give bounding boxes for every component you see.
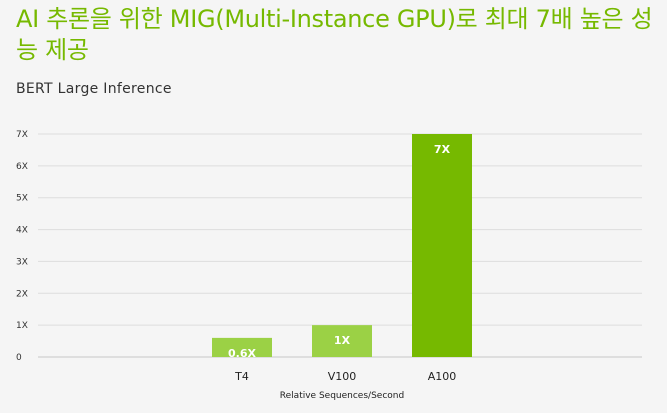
y-tick-label-7: 7X (16, 130, 28, 140)
bars (212, 134, 472, 357)
bar-t4 (212, 337, 272, 357)
y-tick-label-5: 5X (16, 194, 28, 204)
bar-value-label-t4: 0.6X (228, 347, 256, 360)
y-tick-label-2: 2X (16, 289, 28, 299)
x-category-label-t4: T4 (234, 370, 249, 383)
y-tick-label-3: 3X (16, 257, 28, 267)
labels: 0 1X 2X 3X 4X 5X 6X 7X 0.6X T4 1X V100 7X A100 Relativ… (16, 130, 456, 401)
gridlines (38, 133, 642, 326)
x-category-label-a100: A100 (428, 370, 457, 383)
y-tick-label-0: 0 (16, 353, 22, 363)
y-tick-label-6: 6X (16, 162, 28, 172)
bar-v100 (312, 325, 372, 357)
x-category-label-v100: V100 (328, 370, 357, 383)
page-title: AI 추론을 위한 MIG(Multi-Instance GPU)로 최대 7배… (16, 5, 653, 64)
chart-subtitle: BERT Large Inference (16, 81, 172, 97)
bar-value-label-a100: 7X (434, 143, 451, 156)
x-axis-title: Relative Sequences/Second (280, 391, 404, 401)
y-tick-label-4: 4X (16, 226, 28, 236)
y-tick-label-1: 1X (16, 321, 28, 331)
bar-a100 (412, 134, 472, 357)
bar-value-label-v100: 1X (334, 334, 351, 347)
